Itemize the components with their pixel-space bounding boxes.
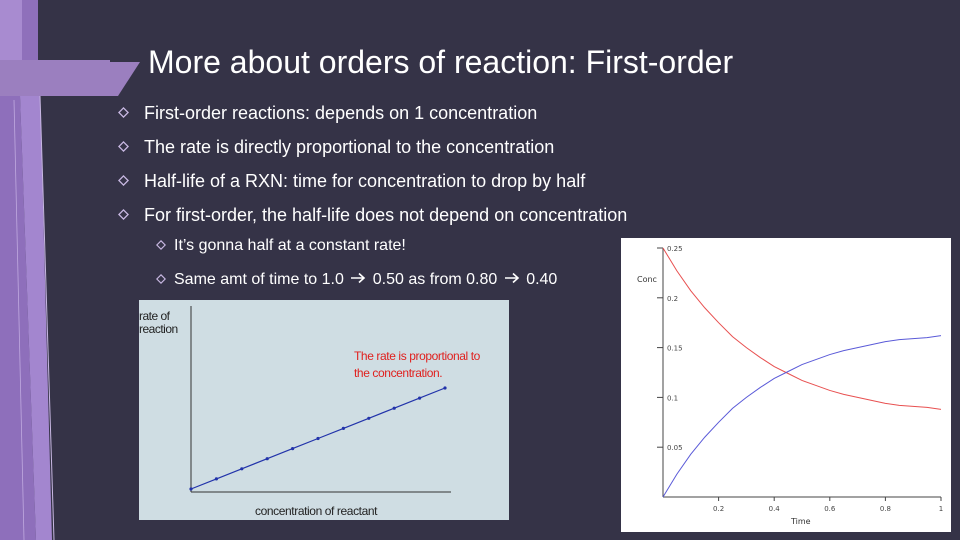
bullet-item: The rate is directly proportional to the… — [118, 134, 627, 168]
bullet-text: For first-order, the half-life does not … — [144, 205, 628, 225]
rate-data-point — [214, 477, 218, 481]
diamond-bullet-icon — [118, 107, 129, 118]
bullet-item: Half-life of a RXN: time for concentrati… — [118, 168, 627, 202]
legend-product-text: Blue is product — [729, 287, 835, 304]
sub-bullet-text-part2: 0.50 as from 0.80 — [372, 271, 498, 288]
x-tick-label: 1 — [939, 505, 943, 513]
bullet-text: First-order reactions: depends on 1 conc… — [144, 103, 538, 123]
rate-data-point — [240, 467, 244, 471]
rate-data-point — [443, 386, 447, 390]
rate-data-point — [189, 487, 193, 491]
rate-chart-plot — [189, 306, 451, 493]
sub-bullet-item: Same amt of time to 1.0 0.50 as from 0.8… — [156, 267, 557, 301]
sub-bullet-text-part3: 0.40 — [526, 271, 558, 288]
rate-chart-annotation: The rate is proportional to the concentr… — [354, 349, 480, 380]
slide-accent-decoration — [0, 0, 140, 540]
x-tick-label: 0.4 — [769, 505, 781, 513]
diamond-bullet-icon — [118, 209, 129, 220]
conc-chart-y-label: Conc — [637, 275, 657, 284]
bullet-item: First-order reactions: depends on 1 conc… — [118, 100, 627, 134]
chart-legend-note: Red is reactant Blue is product — [729, 263, 837, 307]
sub-bullet-text: It’s gonna half at a constant rate! — [174, 237, 406, 254]
y-tick-label: 0.2 — [667, 295, 678, 303]
rate-data-point — [316, 436, 320, 441]
y-tick-label: 0.1 — [667, 394, 678, 402]
rate-chart-y-label: rate of reaction — [139, 309, 178, 336]
sub-bullet-text-part1: Same amt of time to 1.0 — [174, 271, 344, 288]
reactant-curve — [662, 247, 942, 410]
bullet-list: First-order reactions: depends on 1 conc… — [118, 100, 627, 236]
arrow-right-icon — [351, 272, 366, 284]
conc-chart-plot: 0.05 0.1 0.15 0.2 0.25 0.2 0.4 0.6 0.8 1 Conc Tim… — [637, 245, 943, 526]
y-tick-label: 0.25 — [667, 245, 683, 253]
rate-data-point — [265, 457, 269, 461]
sub-bullet-list: It’s gonna half at a constant rate! Same… — [156, 233, 557, 301]
rate-data-point — [418, 396, 422, 400]
rate-vs-concentration-chart: rate of reaction concentration of reacta… — [139, 300, 509, 520]
conc-chart-x-label: Time — [790, 517, 811, 526]
x-tick-label: 0.2 — [713, 505, 724, 513]
rate-chart-x-label: concentration of reactant — [255, 504, 378, 518]
bullet-item: For first-order, the half-life does not … — [118, 202, 627, 236]
y-tick-label: 0.05 — [667, 444, 683, 452]
rate-data-point — [341, 426, 345, 430]
product-curve — [662, 335, 942, 498]
concentration-vs-time-chart: 0.05 0.1 0.15 0.2 0.25 0.2 0.4 0.6 0.8 1 Conc Tim… — [621, 238, 951, 532]
sub-bullet-item: It’s gonna half at a constant rate! — [156, 233, 557, 267]
arrow-right-icon — [504, 272, 519, 284]
x-tick-label: 0.8 — [880, 505, 891, 513]
bullet-text: The rate is directly proportional to the… — [144, 137, 555, 157]
slide-title: More about orders of reaction: First-ord… — [148, 44, 734, 80]
rate-data-point — [392, 406, 396, 410]
diamond-bullet-icon — [118, 175, 129, 186]
legend-reactant-text: Red is reactant — [729, 265, 837, 282]
rate-data-point — [367, 416, 371, 420]
diamond-bullet-icon — [156, 274, 166, 284]
rate-data-point — [291, 447, 295, 451]
diamond-bullet-icon — [156, 240, 166, 250]
y-tick-label: 0.15 — [667, 345, 683, 353]
diamond-bullet-icon — [118, 141, 129, 152]
x-tick-label: 0.6 — [824, 505, 836, 513]
bullet-text: Half-life of a RXN: time for concentrati… — [144, 171, 586, 191]
